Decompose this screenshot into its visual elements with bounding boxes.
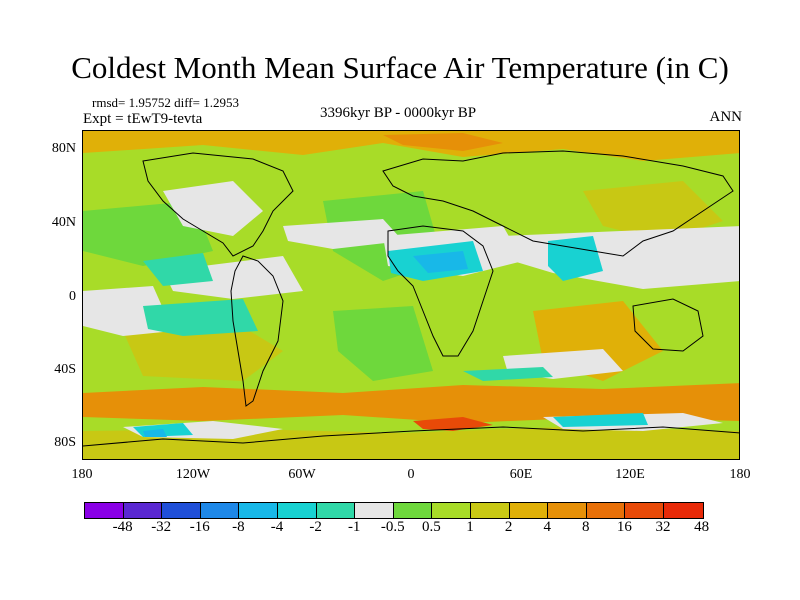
colorbar-label: 48 — [694, 519, 710, 535]
y-tick-40n: 40N — [51, 215, 76, 230]
arctic-warm-band — [83, 131, 739, 161]
colorbar-swatch — [123, 503, 163, 518]
north-pacific-warm — [583, 181, 723, 241]
x-tick-180e: 180 — [729, 467, 751, 482]
north-pacific-teal — [143, 253, 213, 286]
coastlines — [83, 150, 739, 447]
colorbar-swatch — [355, 503, 394, 518]
y-tick-0: 0 — [69, 289, 76, 304]
colorbar-swatch — [239, 503, 278, 518]
colorbar-swatch — [200, 503, 240, 518]
colorbar-swatch — [509, 503, 549, 518]
colorbar-swatch — [277, 503, 317, 518]
colorbar-label: -8 — [232, 519, 245, 535]
colorbar-label: 16 — [616, 519, 632, 535]
southern-teal-strip — [463, 367, 553, 381]
colorbar-swatch — [393, 503, 433, 518]
pacific-teal — [143, 299, 258, 336]
x-tick-60e: 60E — [509, 467, 533, 482]
y-tick-40s: 40S — [54, 362, 76, 377]
colorbar-swatch — [162, 503, 201, 518]
x-tick-60w: 60W — [288, 467, 316, 482]
north-atlantic-neutral — [283, 219, 403, 249]
colorbar-label: -16 — [189, 519, 210, 535]
colorbar-label: 2 — [504, 519, 513, 535]
colorbar-label: 1 — [466, 519, 474, 535]
southern-ocean-orange-band — [83, 383, 739, 423]
x-tick-120w: 120W — [175, 467, 211, 482]
south-atlantic-light-green — [333, 306, 433, 381]
colorbar-label: 4 — [543, 519, 551, 535]
y-tick-80n: 80N — [51, 141, 76, 156]
southern-ocean-red-patch — [413, 417, 493, 431]
map-title: Coldest Month Mean Surface Air Temperatu… — [71, 50, 729, 85]
period-label: 3396kyr BP - 0000kyr BP — [320, 105, 477, 121]
arctic-orange-patch — [383, 133, 503, 151]
colorbar-swatch — [548, 503, 587, 518]
season-label: ANN — [709, 109, 743, 125]
colorbar-swatch — [470, 503, 510, 518]
colorbar-swatch — [316, 503, 356, 518]
colorbar-swatch — [663, 503, 703, 518]
map-plot — [82, 130, 740, 460]
colorbar-swatch — [432, 503, 471, 518]
x-tick-180w: 180 — [71, 467, 93, 482]
sahara-blue — [413, 251, 468, 273]
colorbar-label: -1 — [347, 519, 361, 535]
colorbar-swatch — [85, 503, 124, 518]
india-cyan — [548, 236, 603, 281]
colorbar-label: 0.5 — [422, 519, 441, 535]
colorbar-label: -2 — [309, 519, 322, 535]
colorbar-label: 8 — [582, 519, 590, 535]
colorbar-label: 32 — [655, 519, 671, 535]
temperature-field — [83, 131, 739, 459]
antarctic-cyan — [133, 413, 648, 437]
colorbar-swatch — [625, 503, 664, 518]
antarctic-blue — [143, 429, 167, 437]
colorbar-swatch — [586, 503, 626, 518]
colorbar-label: -0.5 — [380, 519, 405, 535]
colorbar-label: -48 — [112, 519, 133, 535]
y-tick-80s: 80S — [54, 435, 76, 450]
stats-text: rmsd= 1.95752 diff= 1.2953 — [92, 95, 239, 110]
colorbar-label: -4 — [270, 519, 284, 535]
colorbar — [84, 502, 704, 519]
experiment-label: Expt = tEwT9-tevta — [83, 111, 203, 127]
x-tick-0: 0 — [407, 467, 415, 482]
south-pacific-warm — [123, 321, 283, 381]
x-tick-120e: 120E — [615, 467, 645, 482]
colorbar-label: -32 — [151, 519, 172, 535]
